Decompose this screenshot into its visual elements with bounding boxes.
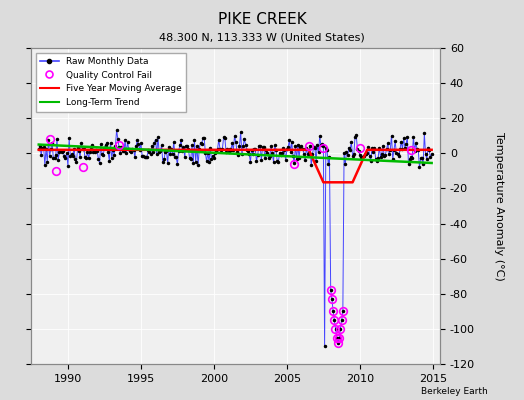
Text: Berkeley Earth: Berkeley Earth bbox=[421, 387, 487, 396]
Legend: Raw Monthly Data, Quality Control Fail, Five Year Moving Average, Long-Term Tren: Raw Monthly Data, Quality Control Fail, … bbox=[36, 52, 186, 112]
Y-axis label: Temperature Anomaly (°C): Temperature Anomaly (°C) bbox=[495, 132, 505, 280]
Text: 48.300 N, 113.333 W (United States): 48.300 N, 113.333 W (United States) bbox=[159, 32, 365, 42]
Text: PIKE CREEK: PIKE CREEK bbox=[217, 12, 307, 27]
